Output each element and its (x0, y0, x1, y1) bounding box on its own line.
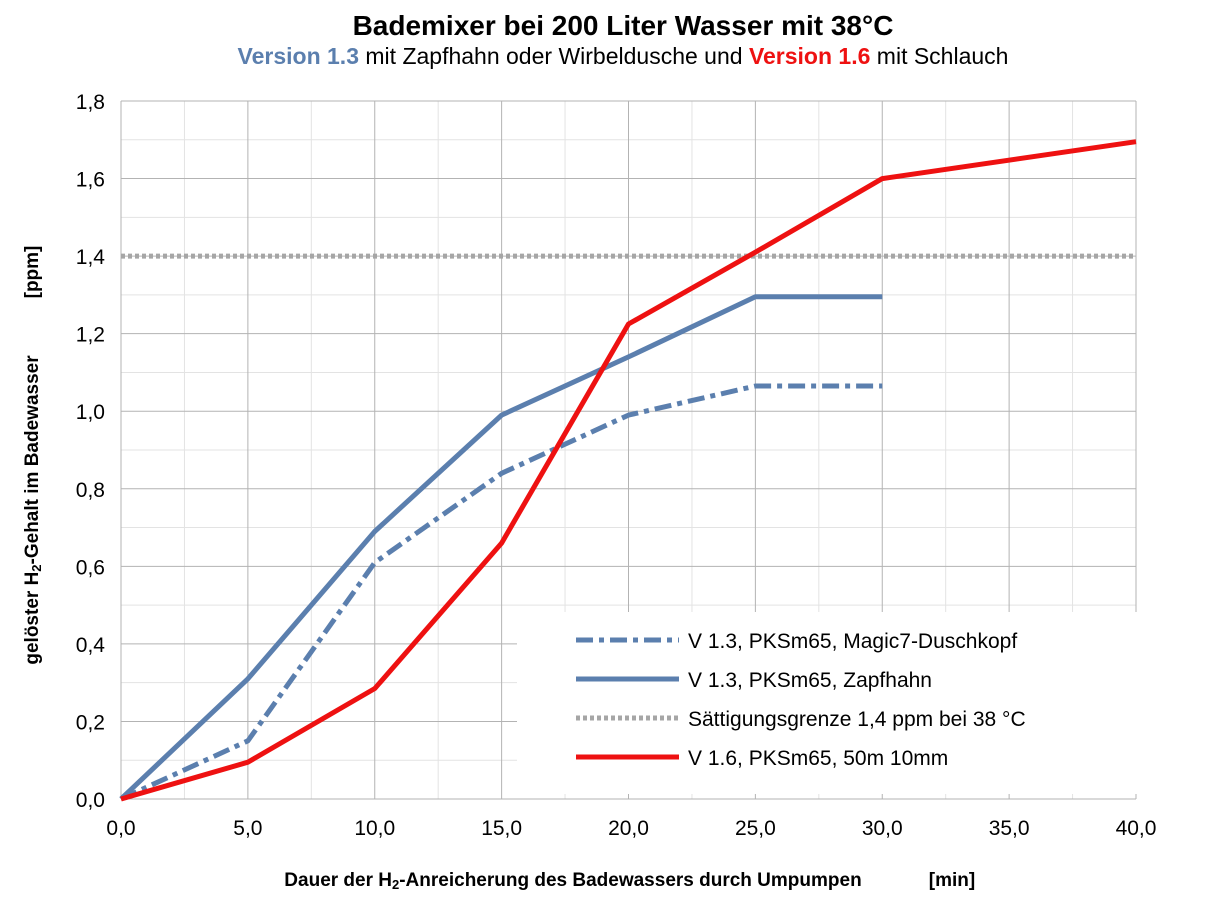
y-tick-label: 0,0 (76, 789, 105, 812)
series-line-4 (120, 139, 1137, 802)
x-tick-label: 40,0 (1116, 817, 1157, 840)
series-line-1 (119, 383, 883, 802)
x-tick-label: 30,0 (862, 817, 903, 840)
subtitle-middle: mit Zapfhahn oder Wirbeldusche und (359, 43, 749, 69)
y-tick-label: 1,4 (76, 246, 106, 269)
x-axis-unit: [min] (929, 870, 975, 891)
y-tick-label: 1,6 (76, 169, 105, 192)
subtitle-version-1-3: Version 1.3 (238, 43, 359, 69)
y-axis-label-post: -Gehalt im Badewasser (22, 355, 43, 565)
y-tick-label: 0,2 (76, 711, 105, 734)
x-axis-label: Dauer der H2-Anreicherung des Badewasser… (284, 870, 861, 892)
legend-label: V 1.6, PKSm65, 50m 10mm (688, 747, 948, 770)
x-tick-label: 35,0 (989, 817, 1030, 840)
series-layer (119, 139, 1137, 802)
legend-label: V 1.3, PKSm65, Magic7-Duschkopf (688, 630, 1017, 653)
series-line-2 (119, 294, 883, 801)
x-axis-label-post: -Anreicherung des Badewassers durch Umpu… (399, 870, 861, 891)
y-tick-label: 0,8 (76, 479, 105, 502)
y-tick-label: 1,2 (76, 324, 105, 347)
y-tick-label: 0,6 (76, 556, 105, 579)
legend-label: V 1.3, PKSm65, Zapfhahn (688, 669, 932, 692)
x-axis-label-sub: 2 (392, 877, 399, 892)
y-axis-label-pre: gelöster H (22, 572, 43, 665)
chart-subtitle: Version 1.3 mit Zapfhahn oder Wirbeldusc… (238, 43, 1009, 69)
subtitle-version-1-6: Version 1.6 (749, 43, 870, 69)
y-axis-unit: [ppm] (22, 246, 43, 299)
subtitle-end: mit Schlauch (870, 43, 1008, 69)
y-tick-label: 1,8 (76, 91, 105, 114)
tick-labels: 0,0 0,2 0,4 0,6 0,8 1,0 1,2 1,4 1,6 1,8 0,0 5,0 10,0… (76, 91, 1157, 840)
legend: V 1.3, PKSm65, Magic7-Duschkopf V 1.3, P… (517, 612, 1137, 794)
chart-title: Bademixer bei 200 Liter Wasser mit 38°C (353, 10, 894, 41)
x-tick-label: 25,0 (735, 817, 776, 840)
x-tick-label: 5,0 (233, 817, 262, 840)
legend-label: Sättigungsgrenze 1,4 ppm bei 38 °C (688, 708, 1026, 731)
x-tick-label: 20,0 (608, 817, 649, 840)
x-tick-label: 0,0 (106, 817, 135, 840)
y-axis-label: gelöster H2-Gehalt im Badewasser (22, 355, 44, 665)
y-tick-label: 0,4 (76, 634, 106, 657)
y-tick-label: 1,0 (76, 401, 105, 424)
x-tick-label: 10,0 (354, 817, 395, 840)
y-axis-label-sub: 2 (29, 564, 44, 571)
x-axis-label-pre: Dauer der H (284, 870, 392, 891)
x-tick-label: 15,0 (481, 817, 522, 840)
